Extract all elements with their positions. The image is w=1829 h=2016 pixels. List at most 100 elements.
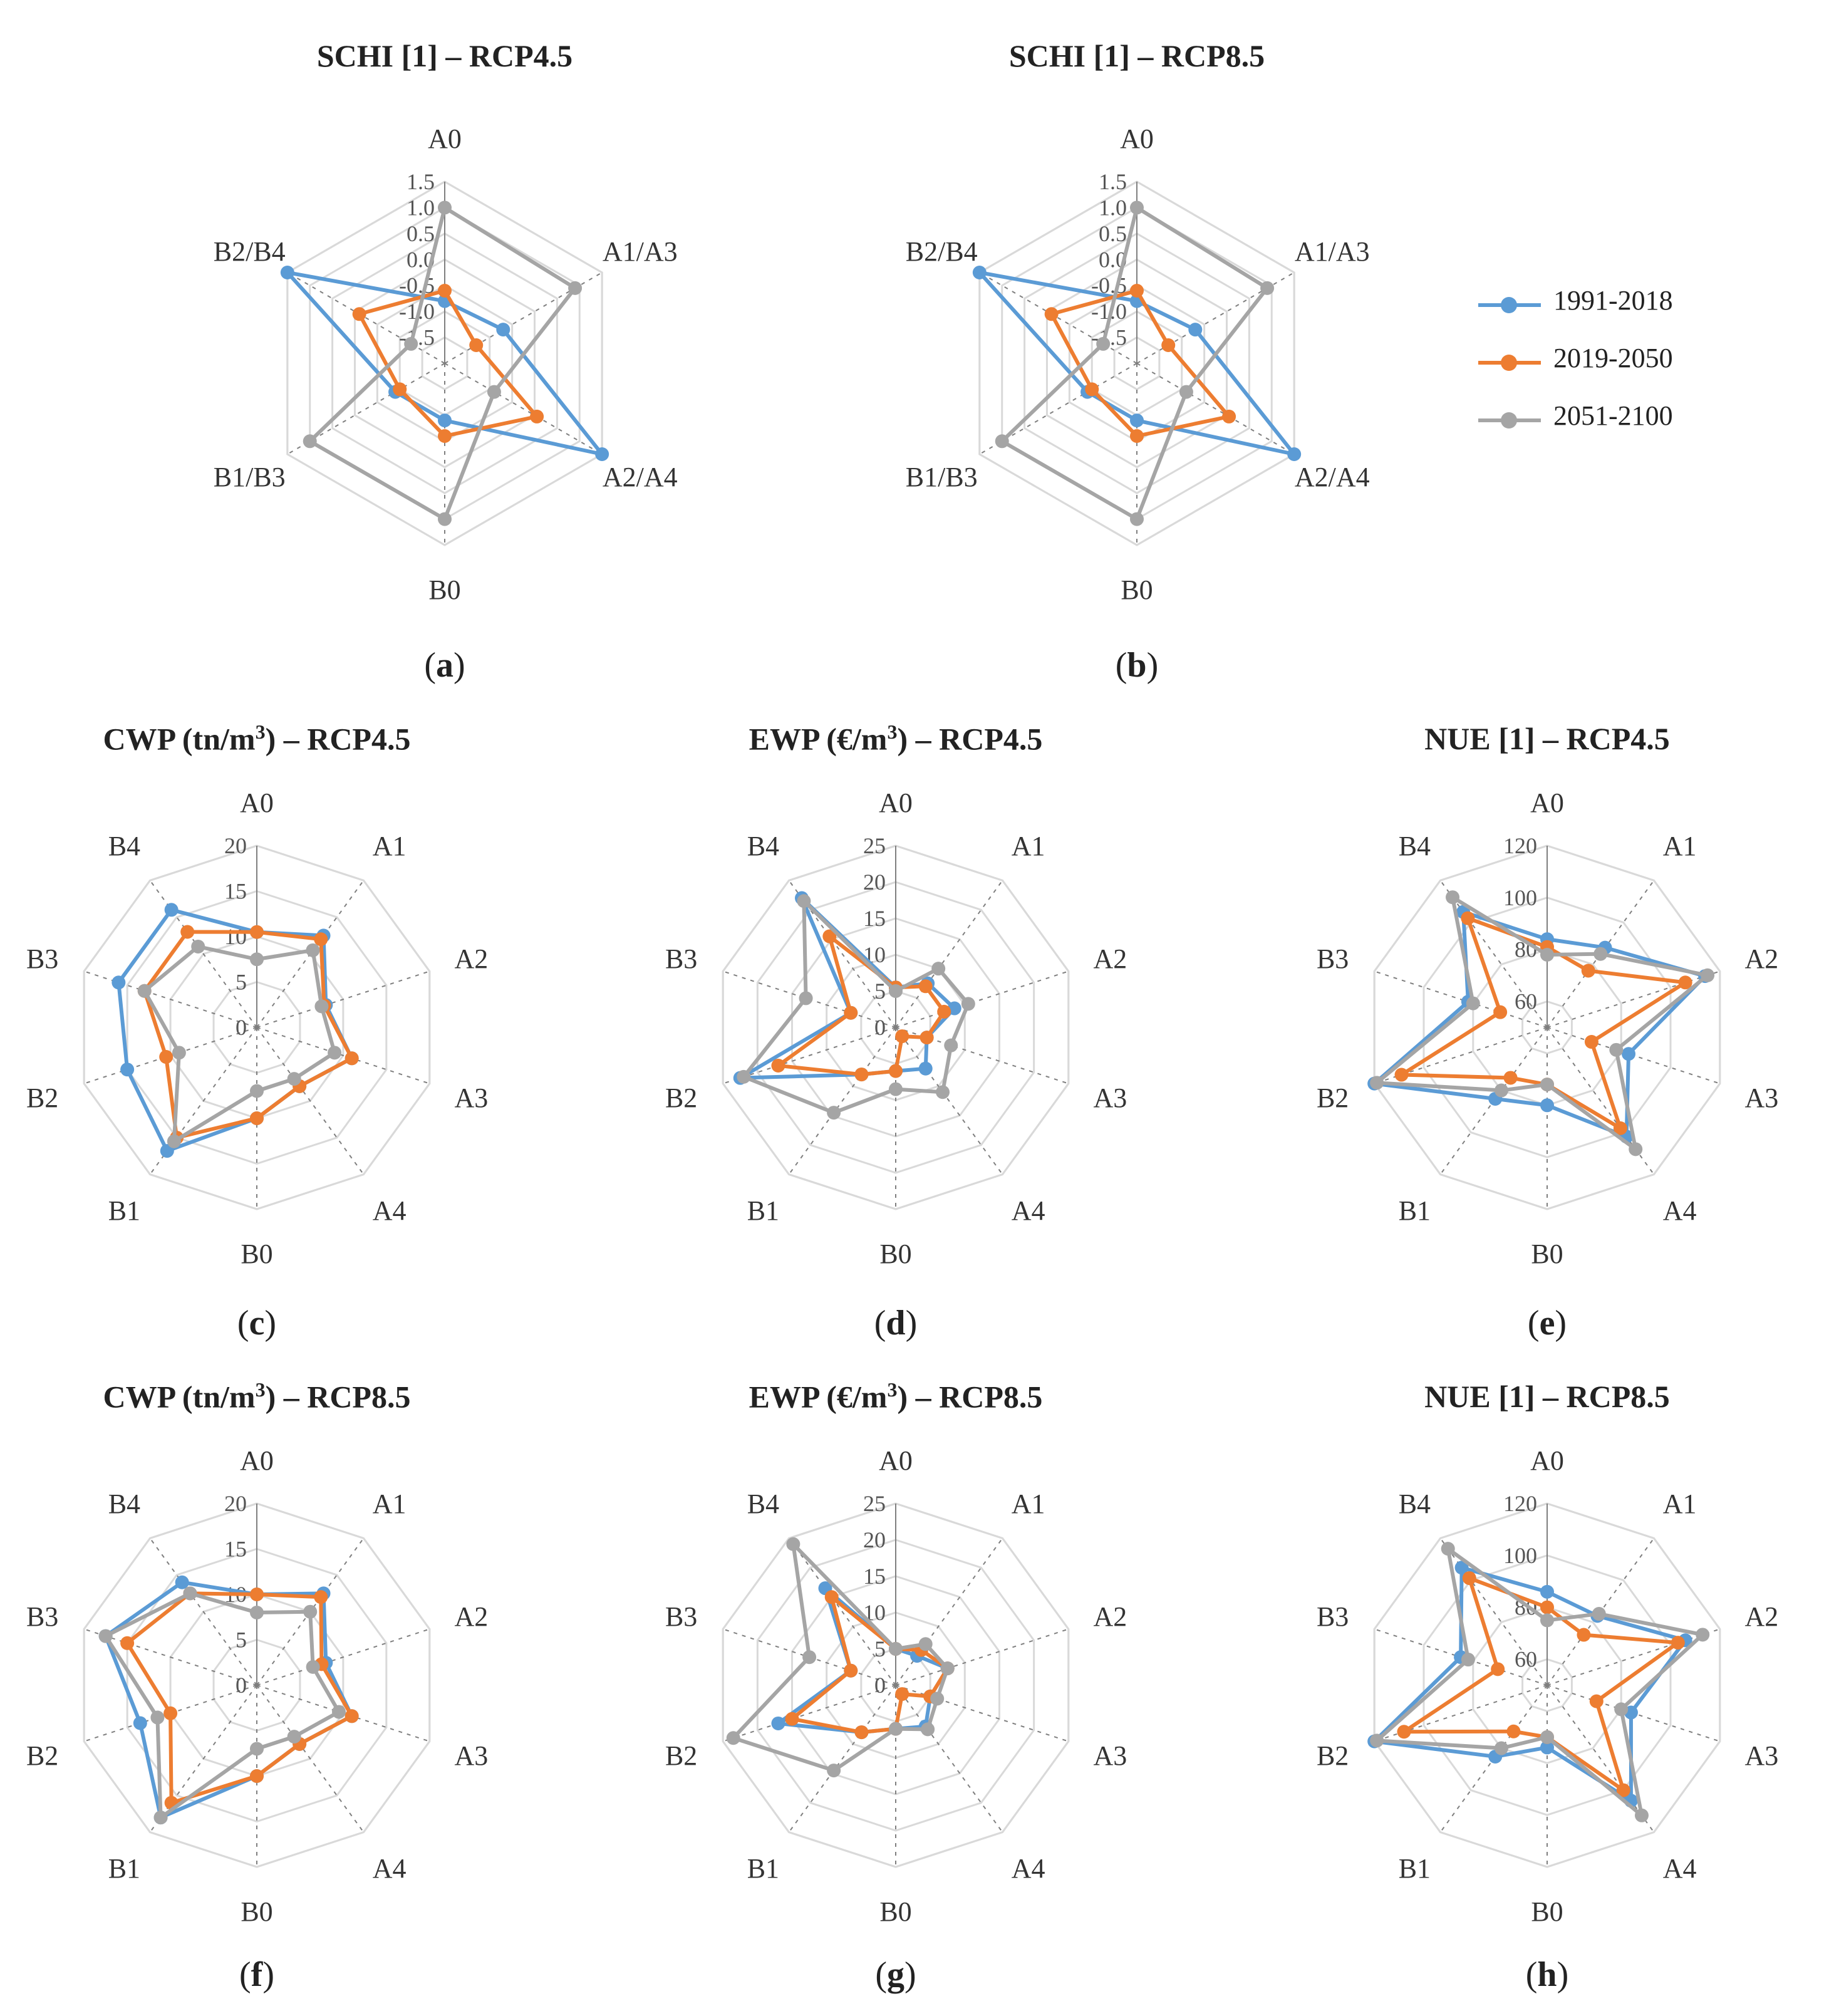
grid-ring-b-0 — [1113, 336, 1161, 391]
category-label-e-7: B2 — [1317, 1083, 1349, 1113]
data-point-c-2051-8 — [137, 984, 152, 998]
chart-caption-letter-e: e — [1539, 1304, 1555, 1343]
data-point-e-2019-3 — [1584, 1035, 1598, 1049]
category-label-e-8: B3 — [1317, 943, 1349, 974]
data-point-h-2019-6 — [1506, 1724, 1521, 1738]
data-point-h-2051-9 — [1441, 1542, 1455, 1556]
data-point-e-2051-5 — [1540, 1078, 1554, 1092]
category-label-h-6: B1 — [1399, 1853, 1431, 1884]
category-label-c-0: A0 — [240, 787, 274, 818]
spoke-c-4 — [256, 1027, 365, 1175]
tick-label-b-6: 1.5 — [1099, 169, 1127, 194]
category-label-d-6: B1 — [747, 1195, 779, 1226]
data-point-d-2051-8 — [799, 991, 813, 1005]
data-point-e-2051-2 — [1701, 968, 1715, 982]
data-point-g-2051-8 — [802, 1650, 817, 1665]
category-label-a-1: A1/A3 — [603, 236, 678, 267]
category-label-b-5: B2/B4 — [906, 236, 978, 267]
category-label-d-4: A4 — [1012, 1195, 1045, 1226]
chart-caption-c: (c) — [237, 1304, 277, 1343]
data-point-b-1991-2 — [1287, 447, 1302, 461]
spoke-f-8 — [83, 1628, 257, 1686]
data-point-h-2051-1 — [1592, 1607, 1606, 1621]
spoke-d-2 — [895, 970, 1069, 1028]
data-point-b-2051-5 — [1096, 336, 1111, 351]
data-point-a-2051-3 — [438, 512, 452, 526]
spoke-h-4 — [1547, 1685, 1655, 1833]
data-point-f-2019-0 — [250, 1587, 264, 1601]
legend-label-2019: 2019-2050 — [1553, 343, 1673, 373]
data-point-c-2019-5 — [250, 1111, 264, 1125]
grid-ring-b-4 — [1023, 232, 1250, 494]
category-label-g-8: B3 — [665, 1601, 697, 1632]
tick-label-d-1: 5 — [874, 979, 886, 1004]
spoke-e-2 — [1547, 970, 1721, 1028]
tick-label-f-3: 15 — [224, 1537, 247, 1562]
data-point-h-1991-5 — [1540, 1740, 1554, 1755]
data-point-c-2051-2 — [314, 999, 329, 1014]
category-label-c-9: B4 — [108, 831, 140, 861]
tick-label-f-0: 0 — [236, 1673, 247, 1698]
data-point-g-2019-8 — [844, 1663, 858, 1678]
data-point-g-2019-4 — [895, 1687, 909, 1702]
chart-caption-letter-f: f — [251, 1955, 263, 1994]
category-label-g-9: B4 — [747, 1489, 779, 1519]
chart-title-b: SCHI [1] – RCP8.5 — [1009, 38, 1265, 74]
data-point-e-1991-5 — [1540, 1098, 1554, 1113]
chart-title-tail-g: ) – RCP8.5 — [897, 1379, 1043, 1415]
chart-caption-b: (b) — [1115, 646, 1159, 685]
data-point-f-2019-5 — [250, 1769, 264, 1783]
category-label-h-1: A1 — [1663, 1489, 1697, 1519]
data-point-d-2051-6 — [827, 1106, 841, 1120]
data-point-b-1991-5 — [972, 266, 987, 279]
data-point-e-2051-9 — [1446, 890, 1460, 905]
grid-ring-outer-g — [722, 1502, 1070, 1868]
data-point-a-2019-2 — [530, 409, 544, 423]
data-point-h-2019-4 — [1616, 1783, 1630, 1797]
data-point-d-2051-9 — [797, 894, 811, 908]
legend-item-2019: 2019-2050 — [1478, 333, 1804, 391]
chart-title-g: EWP (€/m3) – RCP8.5 — [749, 1378, 1043, 1415]
data-point-b-2051-2 — [1179, 385, 1193, 399]
data-point-f-2051-9 — [183, 1586, 197, 1601]
spoke-a-2 — [444, 363, 603, 455]
category-label-c-6: B1 — [108, 1195, 140, 1226]
chart-title-tail-c: ) – RCP4.5 — [265, 721, 411, 757]
data-point-h-2051-6 — [1494, 1741, 1508, 1755]
grid-ring-a-0 — [421, 336, 469, 391]
tick-label-g-0: 0 — [874, 1673, 886, 1698]
data-point-g-2051-1 — [918, 1637, 933, 1651]
category-label-d-1: A1 — [1012, 831, 1045, 861]
chart-title-superscript-d: 3 — [887, 720, 898, 743]
spoke-f-4 — [256, 1685, 365, 1833]
legend: 1991-2018 2019-2050 2051-2100 — [1478, 276, 1804, 449]
chart-title-text-a: SCHI [1] – RCP4.5 — [316, 38, 573, 73]
chart-title-text-b: SCHI [1] – RCP8.5 — [1008, 38, 1265, 73]
category-label-b-0: A0 — [1120, 123, 1154, 154]
data-point-e-2051-0 — [1540, 948, 1554, 962]
data-point-g-2051-5 — [889, 1722, 903, 1736]
data-point-g-2051-7 — [726, 1731, 740, 1745]
data-point-e-2019-9 — [1461, 911, 1475, 925]
grid-ring-outer-f — [83, 1502, 431, 1868]
data-point-a-2051-1 — [568, 281, 583, 295]
data-point-d-2019-5 — [889, 1064, 903, 1078]
data-point-b-2051-0 — [1130, 200, 1144, 215]
category-label-g-7: B2 — [665, 1740, 697, 1771]
chart-title-a: SCHI [1] – RCP4.5 — [317, 38, 573, 74]
data-point-e-2019-8 — [1493, 1005, 1508, 1019]
category-label-h-9: B4 — [1399, 1489, 1431, 1519]
chart-caption-a: (a) — [424, 646, 465, 685]
legend-marker-2051 — [1501, 412, 1517, 429]
spoke-d-7 — [722, 1027, 896, 1084]
data-point-c-2051-1 — [306, 943, 320, 957]
data-point-e-2019-4 — [1613, 1121, 1627, 1135]
data-point-d-2051-7 — [737, 1069, 751, 1084]
data-point-d-1991-4 — [918, 1061, 933, 1076]
data-point-f-2051-3 — [332, 1705, 346, 1719]
spoke-d-6 — [788, 1027, 896, 1175]
data-point-h-2051-0 — [1540, 1613, 1554, 1628]
